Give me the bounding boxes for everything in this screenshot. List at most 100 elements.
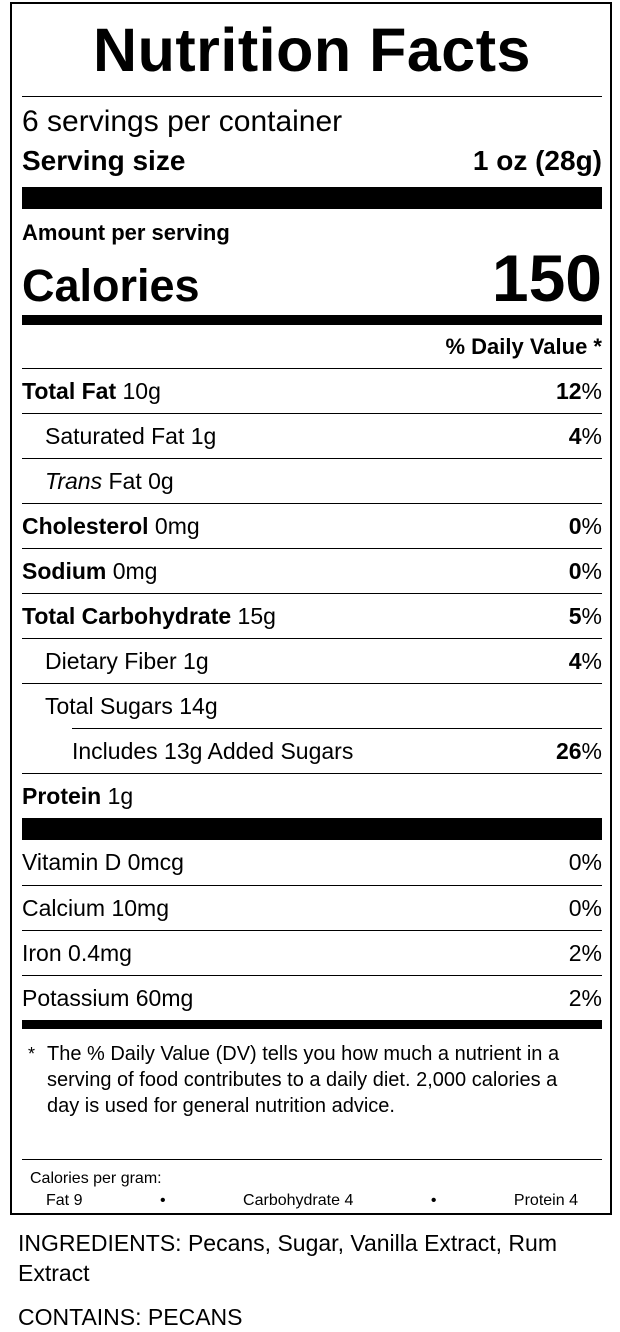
nutrient-dv: 4% (569, 648, 602, 675)
dv-unit: % (581, 557, 602, 584)
vitamin-amount: 10mg (111, 894, 170, 921)
calories-label: Calories (22, 260, 200, 311)
amount-label: Amount per serving (22, 220, 230, 245)
vitamin-name: Vitamin D (22, 849, 122, 875)
cpg-separator: • (159, 1192, 166, 1209)
thick-rule (22, 187, 602, 209)
vitamin-amount: 0.4mg (68, 939, 132, 966)
nutrition-label: Nutrition Facts 6 servings per container… (10, 2, 612, 1215)
nutrient-row: Total Sugars 14g (22, 683, 602, 728)
nutrient-name: Fat (108, 467, 142, 494)
cpg-item: Carbohydrate 4 (243, 1192, 354, 1209)
nutrient-name: Sodium (22, 557, 107, 584)
nutrient-name: Saturated Fat (45, 422, 185, 449)
footnote-text: The % Daily Value (DV) tells you how muc… (47, 1043, 560, 1117)
nutrient-amount: 10g (122, 377, 161, 404)
nutrient-label: Sodium 0mg (22, 558, 157, 585)
nutrient-label: Protein 1g (22, 783, 133, 810)
contains: CONTAINS: PECANS (18, 1304, 243, 1330)
nutrient-dv: 12% (556, 378, 602, 405)
dv-value: 26 (555, 737, 582, 764)
vitamin-dv: 2% (568, 939, 602, 966)
dv-value: 5 (568, 602, 582, 629)
cpg-item: Protein 4 (513, 1192, 578, 1209)
vitamin-amount: 0mcg (127, 849, 184, 875)
nutrient-dv: 4% (569, 423, 602, 450)
vitamin-name: Iron (22, 939, 62, 966)
dv-unit: % (581, 647, 602, 674)
vitamin-row: Vitamin D 0mcg 0% (22, 840, 602, 885)
dv-value: 4 (568, 422, 582, 449)
nutrients: Total Fat 10g 12% Saturated Fat 1g 4% Trans … (22, 368, 602, 818)
dv-value: 0 (568, 557, 582, 584)
vitamin-row: Potassium 60mg 2% (22, 975, 602, 1020)
nutrient-name: Dietary Fiber (45, 647, 177, 674)
vitamin-label: Potassium 60mg (22, 985, 193, 1012)
vitamin-label: Vitamin D 0mcg (22, 849, 184, 876)
nutrient-amount: 0g (148, 467, 174, 494)
nutrient-amount: 0mg (112, 557, 158, 584)
serving-size: 1 oz (28g) (472, 145, 602, 176)
medium-rule (22, 1020, 602, 1029)
footnote: * The % Daily Value (DV) tells you how m… (22, 1029, 602, 1160)
title: Nutrition Facts (22, 4, 602, 97)
nutrient-dv: 26% (556, 738, 602, 765)
nutrient-label: Dietary Fiber 1g (45, 648, 209, 675)
dv-unit: % (581, 737, 602, 764)
nutrient-label: Includes 13g Added Sugars (72, 738, 353, 765)
vitamin-dv: 0% (568, 894, 602, 921)
thick-rule (22, 818, 602, 840)
dv-unit: % (581, 422, 602, 449)
nutrient-row: Saturated Fat 1g 4% (22, 413, 602, 458)
nutrient-amount: 15g (237, 602, 276, 629)
nutrient-row: Cholesterol 0mg 0% (22, 503, 602, 548)
vitamin-row: Calcium 10mg 0% (22, 885, 602, 930)
nutrient-label: Total Carbohydrate 15g (22, 603, 276, 630)
nutrient-label: Saturated Fat 1g (45, 423, 216, 450)
nutrient-name: Total Sugars (45, 692, 173, 719)
nutrient-row: Sodium 0mg 0% (22, 548, 602, 593)
cpg-item: Fat 9 (46, 1192, 83, 1209)
nutrient-row: Dietary Fiber 1g 4% (22, 638, 602, 683)
nutrient-row: Protein 1g (22, 773, 602, 818)
nutrient-row: Total Carbohydrate 15g 5% (22, 593, 602, 638)
servings: 6 servings per container (22, 105, 343, 138)
medium-rule (22, 315, 602, 325)
vitamin-dv: 0% (568, 849, 602, 875)
cpg-separator: • (430, 1192, 437, 1209)
nutrient-label: Trans Fat 0g (45, 468, 174, 495)
nutrient-dv: 0% (569, 513, 602, 540)
nutrient-name: Includes 13g Added Sugars (72, 737, 354, 764)
vitamin-dv: 2% (568, 984, 602, 1011)
dv-unit: % (581, 377, 602, 404)
vitamin-label: Calcium 10mg (22, 895, 169, 922)
vitamins: Vitamin D 0mcg 0% Calcium 10mg 0% Iron 0.4mg… (22, 840, 602, 1020)
nutrient-row: Trans Fat 0g (22, 458, 602, 503)
dv-value: 4 (568, 647, 582, 674)
nutrient-name: Cholesterol (22, 512, 149, 539)
dv-value: 12 (555, 377, 582, 404)
calories-row: Calories 150 (22, 245, 602, 311)
dv-unit: % (581, 512, 602, 539)
nutrient-amount: 0mg (154, 512, 200, 539)
nutrient-label: Total Fat 10g (22, 378, 161, 405)
nutrient-amount: 1g (190, 422, 217, 449)
footnote-marker: * (28, 1044, 36, 1064)
vitamin-label: Iron 0.4mg (22, 940, 132, 967)
nutrient-name: Total Carbohydrate (22, 602, 232, 629)
dv-unit: % (581, 602, 602, 629)
nutrient-dv: 5% (569, 603, 602, 630)
nutrient-amount: 1g (107, 782, 134, 809)
nutrient-name-italic: Trans (45, 467, 103, 494)
nutrient-amount: 1g (183, 647, 209, 674)
cpg-label: Calories per gram: (30, 1170, 162, 1187)
dv-value: 0 (568, 512, 582, 539)
nutrient-label: Cholesterol 0mg (22, 513, 200, 540)
nutrient-dv: 0% (569, 558, 602, 585)
ingredients: INGREDIENTS: Pecans, Sugar, Vanilla Extr… (18, 1230, 557, 1286)
nutrient-amount: 14g (179, 692, 218, 719)
nutrient-row: Total Fat 10g 12% (22, 368, 602, 413)
serving-size-row: Serving size 1 oz (28g) (22, 143, 602, 179)
vitamin-row: Iron 0.4mg 2% (22, 930, 602, 975)
